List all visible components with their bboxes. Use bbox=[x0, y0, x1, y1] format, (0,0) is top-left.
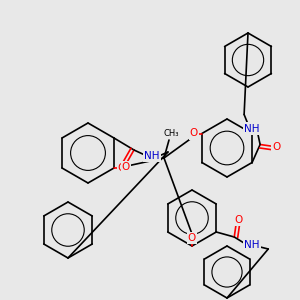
Text: O: O bbox=[272, 142, 280, 152]
Text: O: O bbox=[118, 163, 126, 173]
Text: NH: NH bbox=[244, 240, 260, 250]
Text: O: O bbox=[234, 215, 242, 225]
Text: NH: NH bbox=[144, 151, 160, 161]
Text: O: O bbox=[122, 162, 130, 172]
Text: CH₃: CH₃ bbox=[163, 130, 179, 139]
Text: O: O bbox=[190, 128, 198, 139]
Text: NH: NH bbox=[244, 124, 260, 134]
Text: O: O bbox=[188, 233, 196, 243]
